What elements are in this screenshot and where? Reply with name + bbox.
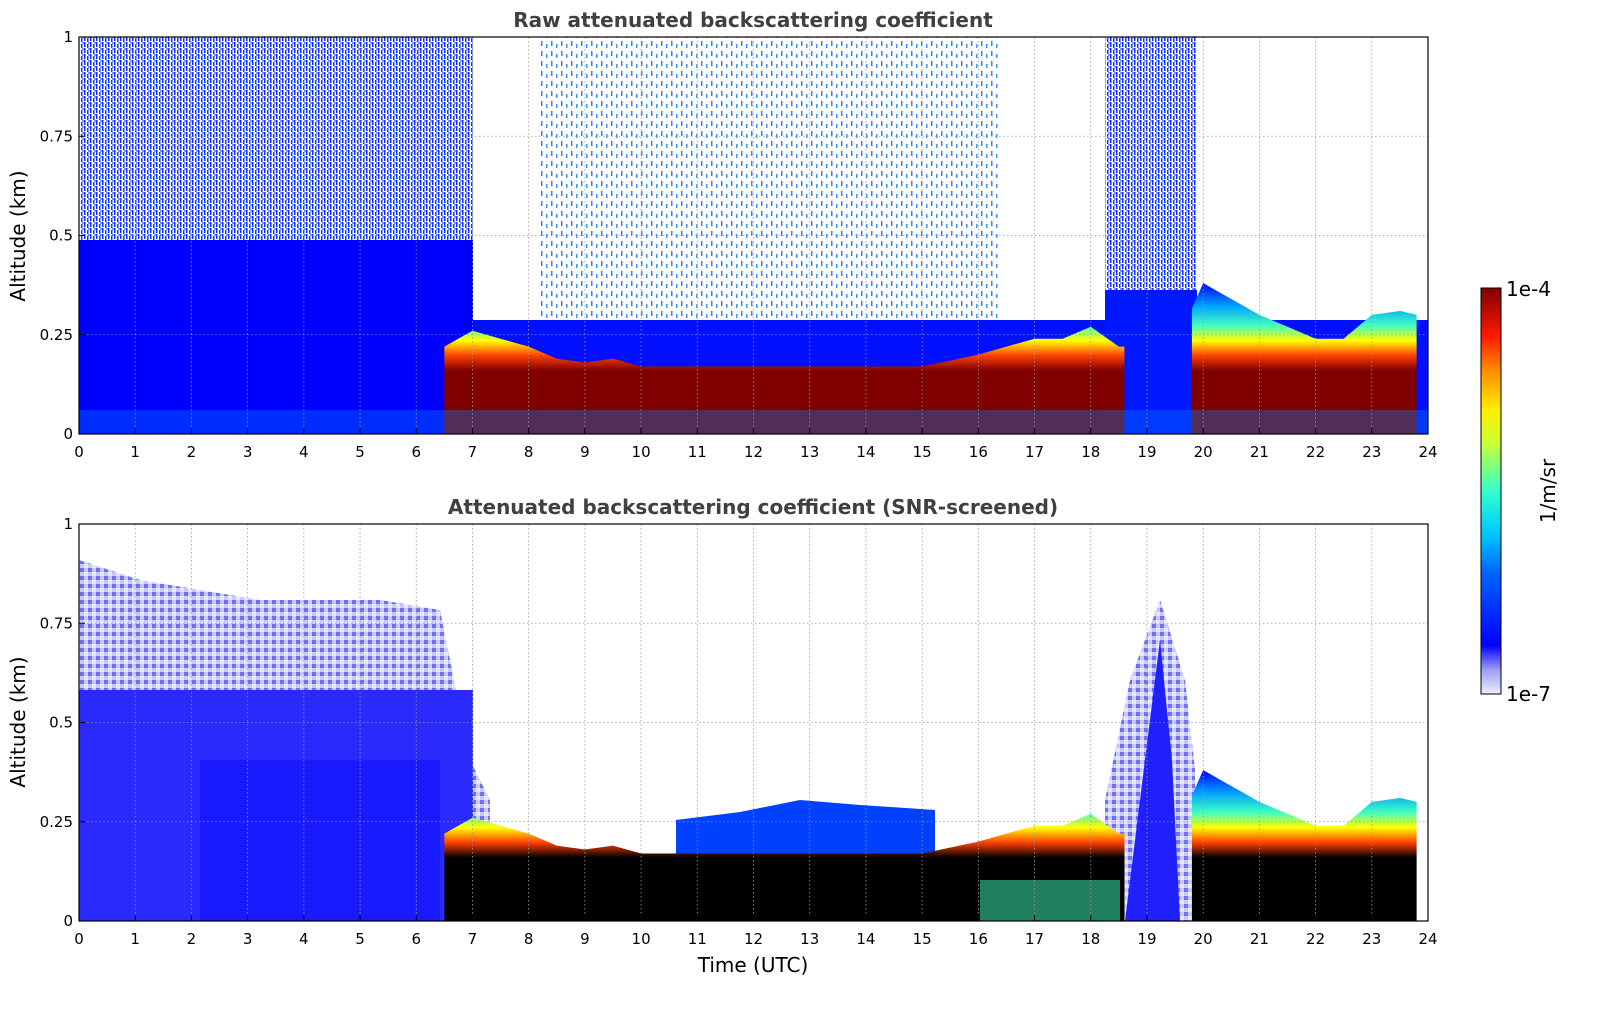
panel2-ytick-label: 1 <box>63 515 73 533</box>
panel2-xtick-label: 17 <box>1025 930 1044 948</box>
panel1-yticks: 0 0.25 0.5 0.75 1 <box>40 28 85 443</box>
panel1-xtick-label: 24 <box>1418 443 1437 461</box>
panel1-xticks: 0 1 2 3 4 5 6 7 8 9 10 11 12 13 14 15 16 17 18 19 20 21 22 23 24 <box>74 428 1438 461</box>
colorbar-min-label: 1e-7 <box>1506 682 1551 706</box>
panel1-ylabel: Altitude (km) <box>6 170 30 301</box>
panel2-xtick-label: 23 <box>1362 930 1381 948</box>
panel1-ytick-label: 0.25 <box>40 326 73 344</box>
panel2-xtick-label: 12 <box>744 930 763 948</box>
panel1-ytick-label: 0 <box>63 425 73 443</box>
panel1-title: Raw attenuated backscattering coefficien… <box>513 8 993 32</box>
panel1-noise-mid <box>540 37 1000 347</box>
panel1-xtick-label: 12 <box>744 443 763 461</box>
panel2-boundary-deep <box>200 760 440 921</box>
panel2-xtick-label: 16 <box>969 930 988 948</box>
panel1-xtick-label: 7 <box>468 443 478 461</box>
panel1-noise-right <box>1105 37 1197 337</box>
panel2-title: Attenuated backscattering coefficient (S… <box>448 495 1058 519</box>
panel2-xtick-label: 22 <box>1306 930 1325 948</box>
panel2-yticks: 0 0.25 0.5 0.75 1 <box>40 515 85 930</box>
panel-snr-screened: Attenuated backscattering coefficient (S… <box>6 495 1438 977</box>
panel2-xlabel: Time (UTC) <box>697 953 809 977</box>
panel2-xtick-label: 7 <box>468 930 478 948</box>
panel1-xtick-label: 1 <box>130 443 140 461</box>
panel1-xtick-label: 16 <box>969 443 988 461</box>
panel2-heatmap <box>79 560 1417 921</box>
panel2-ylabel: Altitude (km) <box>6 656 30 787</box>
panel1-ytick-label: 1 <box>63 28 73 46</box>
panel2-xtick-label: 15 <box>913 930 932 948</box>
panel1-boundary-left <box>79 240 473 434</box>
panel2-xtick-label: 5 <box>355 930 365 948</box>
panel2-xtick-label: 9 <box>580 930 590 948</box>
panel2-xtick-label: 18 <box>1081 930 1100 948</box>
panel2-xtick-label: 20 <box>1194 930 1213 948</box>
panel1-xtick-label: 18 <box>1081 443 1100 461</box>
panel2-ytick-label: 0.25 <box>40 813 73 831</box>
panel2-ytick-label: 0.5 <box>49 714 73 732</box>
panel1-ytick-label: 0.5 <box>49 227 73 245</box>
panel1-xtick-label: 23 <box>1362 443 1381 461</box>
panel2-xtick-label: 19 <box>1137 930 1156 948</box>
panel2-xtick-label: 13 <box>800 930 819 948</box>
panel1-aerosol-layer <box>444 283 1417 434</box>
panel1-xtick-label: 8 <box>524 443 534 461</box>
colorbar-units-label: 1/m/sr <box>1536 458 1560 523</box>
panel1-xtick-label: 6 <box>411 443 421 461</box>
panel2-xtick-label: 8 <box>524 930 534 948</box>
panel2-xtick-label: 6 <box>411 930 421 948</box>
panel2-xtick-label: 1 <box>130 930 140 948</box>
panel1-xtick-label: 20 <box>1194 443 1213 461</box>
panel1-xtick-label: 3 <box>243 443 253 461</box>
panel2-xtick-label: 11 <box>688 930 707 948</box>
panel2-plume-core <box>1125 640 1180 921</box>
panel1-xtick-label: 11 <box>688 443 707 461</box>
panel2-xtick-label: 21 <box>1250 930 1269 948</box>
panel1-xtick-label: 14 <box>856 443 875 461</box>
panel-raw: Raw attenuated backscattering coefficien… <box>6 8 1438 461</box>
colorbar-gradient <box>1480 287 1502 695</box>
panel2-xtick-label: 3 <box>243 930 253 948</box>
panel1-ytick-label: 0.75 <box>40 127 73 145</box>
panel2-xtick-label: 2 <box>187 930 197 948</box>
panel1-xtick-label: 9 <box>580 443 590 461</box>
panel2-xtick-label: 10 <box>632 930 651 948</box>
panel2-ytick-label: 0.75 <box>40 614 73 632</box>
panel2-xtick-label: 24 <box>1418 930 1437 948</box>
panel2-ytick-label: 0 <box>63 912 73 930</box>
panel1-xtick-label: 5 <box>355 443 365 461</box>
panel1-xtick-label: 21 <box>1250 443 1269 461</box>
panel2-surface-band <box>980 880 1120 921</box>
panel1-xtick-label: 13 <box>800 443 819 461</box>
panel2-xtick-label: 0 <box>74 930 84 948</box>
panel1-xtick-label: 22 <box>1306 443 1325 461</box>
panel1-xtick-label: 19 <box>1137 443 1156 461</box>
panel1-xtick-label: 17 <box>1025 443 1044 461</box>
panel2-xtick-label: 4 <box>299 930 309 948</box>
colorbar-max-label: 1e-4 <box>1506 277 1551 301</box>
panel1-xtick-label: 15 <box>913 443 932 461</box>
panel1-xtick-label: 0 <box>74 443 84 461</box>
panel1-xtick-label: 2 <box>187 443 197 461</box>
panel2-xtick-label: 14 <box>856 930 875 948</box>
panel1-xtick-label: 4 <box>299 443 309 461</box>
colorbar: 1e-4 1e-7 1/m/sr <box>1480 277 1560 706</box>
panel2-xticks: 0 1 2 3 4 5 6 7 8 9 10 11 12 13 14 15 16 17 18 19 20 21 22 23 24 <box>74 915 1438 948</box>
panel1-xtick-label: 10 <box>632 443 651 461</box>
